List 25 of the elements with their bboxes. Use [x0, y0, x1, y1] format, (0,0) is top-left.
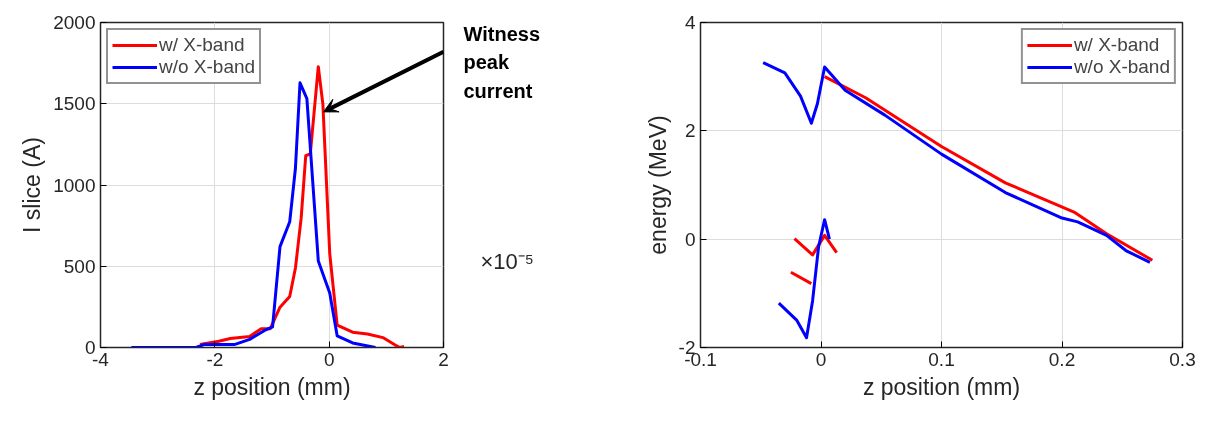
x-axis-title: z position (mm) — [862, 373, 1021, 400]
x-tick-label: 0.3 — [1169, 348, 1196, 370]
y-tick-label: 2 — [684, 120, 696, 142]
line-series — [129, 81, 377, 348]
x-tick-label: 0 — [815, 348, 827, 370]
x-tick-label: 0.1 — [928, 348, 955, 370]
x-axis-title: z position (mm) — [193, 373, 351, 400]
x-tick-label: 0.2 — [1048, 348, 1076, 370]
y-axis-title: I slice (A) — [19, 137, 46, 233]
y-tick-label: 2000 — [53, 12, 96, 33]
legend-label: w/o X-band — [1073, 56, 1170, 78]
y-tick-label: 4 — [684, 12, 696, 33]
legend-label: w/o X-band — [159, 56, 256, 78]
y-tick-label: 1000 — [53, 174, 96, 196]
y-tick-label: 500 — [63, 255, 96, 277]
text: ×10⁻⁵ — [480, 248, 534, 274]
x-tick-label: -2 — [206, 348, 224, 370]
y-tick-label: 0 — [684, 228, 696, 250]
x-tick-label: 2 — [438, 348, 449, 370]
x-tick-label: 0 — [323, 348, 335, 370]
legend-label: w/ X-band — [159, 34, 245, 56]
legend-label: w/ X-band — [1073, 34, 1160, 56]
y-axis-title: energy (MeV) — [644, 115, 671, 255]
annotation: Witness peak current — [463, 22, 541, 102]
y-tick-label: 1500 — [53, 93, 96, 115]
